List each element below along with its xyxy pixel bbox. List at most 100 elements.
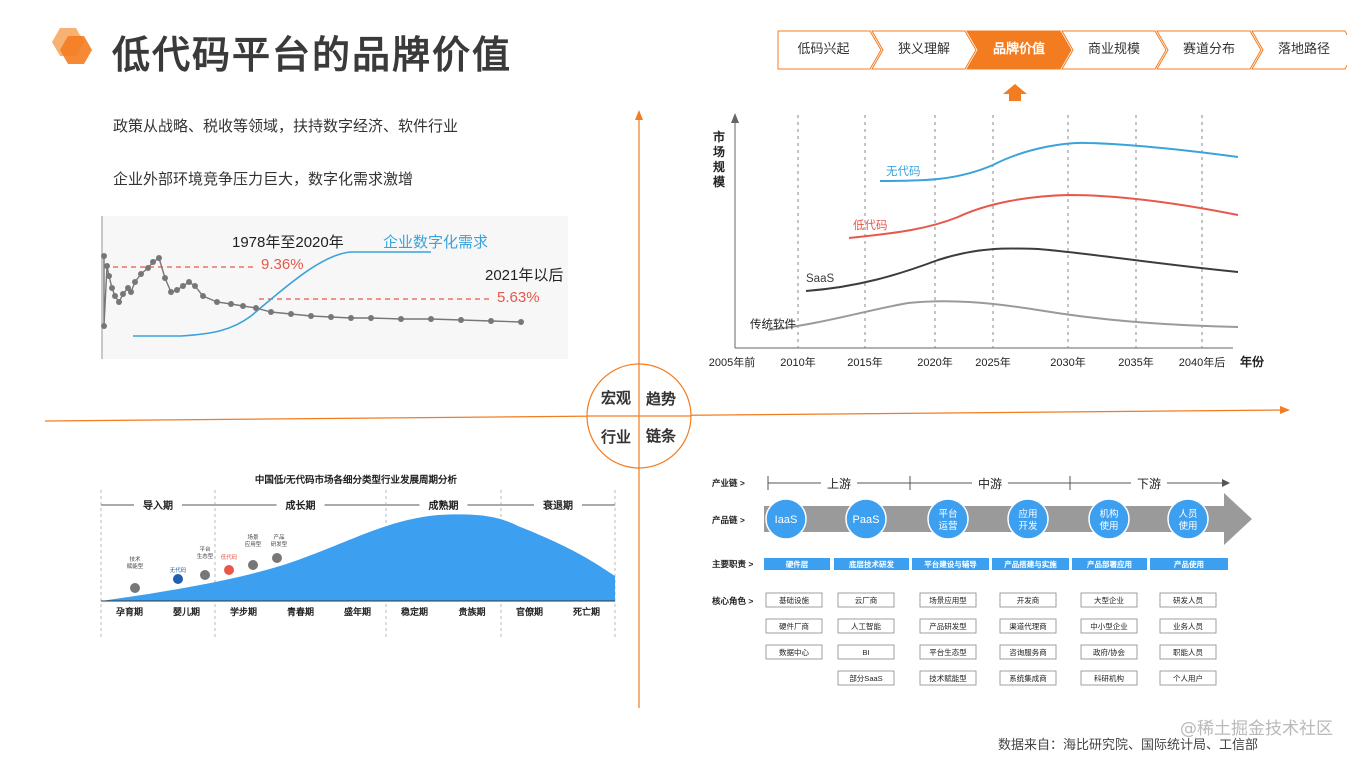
macro-gdp-point xyxy=(101,323,107,329)
step-tab-3[interactable]: 商业规模 xyxy=(1087,42,1140,57)
chain-role-box xyxy=(837,670,895,686)
cycle-stage-label: 婴儿期 xyxy=(173,606,200,617)
chain-role-label: 业务人员 xyxy=(1173,621,1203,631)
step-tab-5[interactable]: 落地路径 xyxy=(1277,42,1330,57)
cycle-point-label: 场景 xyxy=(247,533,259,541)
chain-role-box xyxy=(919,644,977,660)
cycle-phase-label: 衰退期 xyxy=(542,499,573,512)
cycle-point xyxy=(173,574,183,584)
step-tab-0[interactable]: 低码兴起 xyxy=(797,42,850,57)
chain-duty-label: 硬件层 xyxy=(786,559,809,569)
chain-role-box xyxy=(1080,644,1138,660)
step-shape-1[interactable] xyxy=(871,30,977,70)
macro-gdp-point xyxy=(104,263,110,269)
chain-role-label: 产品研发型 xyxy=(929,621,967,631)
chain-role-box xyxy=(1159,670,1217,686)
chain-duty-bar xyxy=(834,558,909,570)
chain-role-label: 平台生态型 xyxy=(929,647,967,657)
cycle-point-label: 应用型 xyxy=(245,540,262,548)
macro-gdp-point xyxy=(101,253,107,259)
step-shape-4[interactable] xyxy=(1156,30,1262,70)
chain-role-box xyxy=(765,618,823,634)
macro-gdp-point xyxy=(186,279,192,285)
trend-x-tick: 2015年 xyxy=(847,355,882,369)
cycle-point xyxy=(272,553,282,563)
quadrant-label-chain: 链条 xyxy=(646,427,677,445)
cycle-point-label: 研发型 xyxy=(271,540,288,548)
cycle-stage-label: 孕育期 xyxy=(116,606,143,617)
quadrant-label-industry: 行业 xyxy=(601,428,632,446)
step-navigation-arrows xyxy=(777,30,1347,70)
macro-gdp-point xyxy=(168,289,174,295)
current-step-up-arrow-icon xyxy=(1003,84,1027,101)
cycle-point-label: 技术 xyxy=(129,555,141,563)
page-title: 低代码平台的品牌价值 xyxy=(112,33,513,77)
step-navigation: 低码兴起 狭义理解 品牌价值 商业规模 赛道分布 落地路径 xyxy=(777,30,1347,70)
step-tab-2[interactable]: 品牌价值 xyxy=(992,42,1045,57)
macro-gdp-point xyxy=(116,299,122,305)
chain-role-label: 中小型企业 xyxy=(1090,621,1128,631)
step-tab-4[interactable]: 赛道分布 xyxy=(1182,42,1235,57)
chain-role-box xyxy=(1080,592,1138,608)
cycle-point xyxy=(200,570,210,580)
cycle-stage-label: 贵族期 xyxy=(458,606,485,617)
macro-gdp-point xyxy=(228,301,234,307)
trend-x-tick: 2020年 xyxy=(917,355,952,369)
step-shape-0[interactable] xyxy=(777,30,882,70)
chain-product-label: 开发 xyxy=(1018,520,1038,532)
chain-role-label: 部分SaaS xyxy=(849,673,882,683)
step-shape-5[interactable] xyxy=(1251,30,1347,70)
macro-gdp-point xyxy=(398,316,404,322)
chain-role-box xyxy=(999,670,1057,686)
chain-role-label: 大型企业 xyxy=(1094,595,1124,605)
chain-product-label: IaaS xyxy=(775,514,798,526)
macro-gdp-point xyxy=(120,291,126,297)
industry-chain-chart: 产业链 > 产品链 > 主要职责 > 核心角色 > 上游 中游 下游 IaaS PaaS 平台运营… xyxy=(712,475,1252,686)
macro-gdp-point xyxy=(112,293,118,299)
macro-gdp-point xyxy=(214,299,220,305)
chain-role-label: 咨询服务商 xyxy=(1009,647,1047,657)
macro-gdp-point xyxy=(132,279,138,285)
chain-role-box xyxy=(765,644,823,660)
chain-role-label: 系统集成商 xyxy=(1009,673,1047,683)
chain-role-label: 研发人员 xyxy=(1173,595,1203,605)
step-shape-2[interactable] xyxy=(966,30,1072,70)
trend-x-tick: 2010年 xyxy=(780,355,815,369)
macro-gdp-point xyxy=(200,293,206,299)
chain-product-label: 应用 xyxy=(1018,508,1037,520)
macro-gdp-point xyxy=(328,314,334,320)
chain-role-label: 硬件厂商 xyxy=(779,621,809,631)
cycle-stage-label: 盛年期 xyxy=(344,606,371,617)
chain-product-label: 使用 xyxy=(1099,520,1118,532)
cycle-stage-label: 稳定期 xyxy=(401,606,428,617)
step-shape-3[interactable] xyxy=(1061,30,1167,70)
chain-role-box xyxy=(1159,644,1217,660)
cycle-phase-label: 成熟期 xyxy=(429,499,459,512)
chain-segment-label: 下游 xyxy=(1137,477,1161,491)
chain-segment-label: 上游 xyxy=(827,477,851,491)
trend-series-label: 无代码 xyxy=(886,165,921,178)
macro-gdp-point xyxy=(106,273,112,279)
chain-role-box xyxy=(837,618,895,634)
chain-duty-bar xyxy=(764,558,830,570)
data-source: 数据来自：海比研究院、国际统计局、工信部 xyxy=(998,738,1259,753)
intro-line-demand: 企业外部环境竞争压力巨大，数字化需求激增 xyxy=(113,170,414,188)
chain-role-label: 人工智能 xyxy=(851,621,881,631)
macro-gdp-point xyxy=(150,259,156,265)
chain-duty-label: 产品部署应用 xyxy=(1087,559,1132,569)
cycle-point xyxy=(130,583,140,593)
chain-role-box xyxy=(837,644,895,660)
macro-gdp-point xyxy=(156,255,162,261)
chain-role-label: 云厂商 xyxy=(855,595,878,605)
chain-product-node xyxy=(1088,498,1130,540)
cycle-point xyxy=(248,560,258,570)
chain-duty-label: 产品使用 xyxy=(1174,559,1204,569)
chain-role-box xyxy=(999,618,1057,634)
chain-row-label-product: 产品链 > xyxy=(712,515,745,525)
step-tab-1[interactable]: 狭义理解 xyxy=(897,42,950,57)
quadrant-label-trend: 趋势 xyxy=(646,390,677,408)
chain-role-box xyxy=(1159,618,1217,634)
macro-gdp-point xyxy=(128,289,134,295)
chain-role-label: 职能人员 xyxy=(1173,647,1203,657)
macro-gdp-point xyxy=(109,285,115,291)
